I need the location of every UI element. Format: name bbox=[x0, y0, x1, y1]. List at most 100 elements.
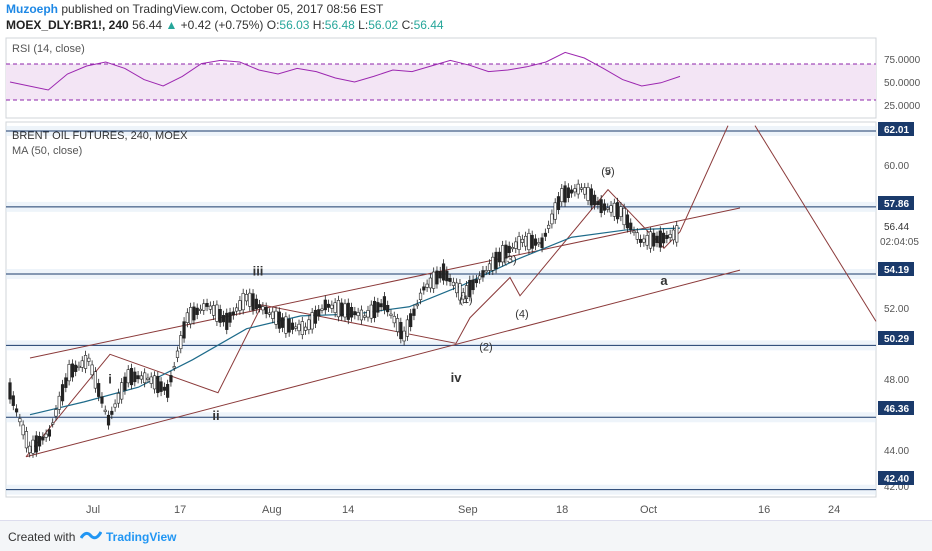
candle-body bbox=[113, 403, 117, 408]
ma-indicator-label: MA (50, close) bbox=[12, 145, 82, 157]
price-candles bbox=[8, 179, 679, 458]
candle-body bbox=[547, 224, 551, 229]
candle-body bbox=[491, 256, 495, 271]
candle-body bbox=[169, 375, 173, 383]
wave-label: (2) bbox=[479, 342, 492, 354]
wave-label: (3) bbox=[503, 254, 516, 266]
candle-body bbox=[353, 311, 357, 316]
candle-body bbox=[435, 270, 439, 285]
candle-body bbox=[162, 386, 166, 391]
candle-body bbox=[363, 315, 367, 318]
rsi-polyline bbox=[9, 51, 681, 91]
candle-body bbox=[24, 431, 29, 449]
candle-body bbox=[356, 312, 360, 317]
candle-body bbox=[110, 410, 114, 415]
candle-body bbox=[149, 376, 153, 384]
candle-body bbox=[481, 270, 485, 278]
candle-body bbox=[612, 202, 616, 217]
candle-body bbox=[399, 322, 403, 340]
candle-body bbox=[478, 275, 482, 280]
price-chart[interactable]: RSI (14, close) 75.0000 50.0000 25.0000 … bbox=[0, 34, 932, 520]
symbol-name[interactable]: MOEX_DLY:BR1!, 240 bbox=[6, 18, 129, 32]
x-tick-18: 18 bbox=[556, 504, 568, 516]
candle-body bbox=[537, 242, 541, 245]
candle-body bbox=[90, 364, 94, 376]
candle-body bbox=[622, 207, 626, 226]
level-box-4636 bbox=[878, 401, 914, 415]
y-tick-42: 42.00 bbox=[884, 482, 909, 493]
candle-body bbox=[74, 364, 78, 372]
candle-body bbox=[11, 395, 15, 406]
candle-body bbox=[106, 414, 111, 426]
candle-body bbox=[238, 300, 242, 311]
candle-body bbox=[241, 293, 245, 311]
candle-body bbox=[501, 245, 505, 263]
wave-label: ii bbox=[212, 408, 219, 423]
candle-body bbox=[202, 303, 206, 311]
chart-header: Muzoeph published on TradingView.com, Oc… bbox=[0, 0, 932, 34]
candle-body bbox=[560, 188, 564, 203]
candle-body bbox=[596, 201, 600, 206]
candle-body bbox=[517, 236, 521, 250]
candle-body bbox=[625, 214, 630, 229]
candle-body bbox=[333, 302, 337, 313]
wave-label: iii bbox=[253, 264, 264, 279]
candle-body bbox=[21, 424, 25, 436]
candle-body bbox=[550, 213, 554, 225]
candle-body bbox=[409, 313, 413, 328]
candle-body bbox=[277, 311, 281, 329]
candle-body bbox=[87, 357, 91, 362]
candle-body bbox=[468, 279, 472, 297]
channel-upper-line bbox=[29, 207, 741, 359]
candle-body bbox=[655, 235, 659, 243]
candle-body bbox=[563, 185, 567, 203]
candle-body bbox=[665, 235, 669, 239]
candle-body bbox=[589, 188, 593, 206]
candle-body bbox=[182, 321, 186, 339]
y-tick-48: 48.00 bbox=[884, 375, 909, 386]
last-price: 56.44 bbox=[132, 18, 163, 32]
time-axis: Jul 17 Aug 14 Sep 18 Oct 16 24 bbox=[86, 504, 840, 516]
candle-body bbox=[34, 435, 38, 453]
tradingview-brand[interactable]: TradingView bbox=[106, 530, 177, 544]
candle-body bbox=[258, 304, 262, 309]
footer-bar: Created with TradingView bbox=[0, 520, 932, 551]
level-label-4636: 46.36 bbox=[884, 404, 909, 415]
tradingview-logo-icon bbox=[80, 531, 102, 540]
low-label: L: bbox=[358, 18, 369, 32]
candle-body bbox=[527, 232, 531, 251]
candle-body bbox=[458, 283, 462, 301]
candle-body bbox=[425, 283, 429, 288]
created-with-label: Created with bbox=[8, 530, 76, 544]
candle-body bbox=[208, 305, 212, 310]
candle-body bbox=[297, 323, 301, 332]
main-title: BRENT OIL FUTURES, 240, MOEX bbox=[12, 130, 188, 142]
candle-body bbox=[366, 310, 370, 318]
wave-label: (5) bbox=[601, 166, 614, 178]
candle-body bbox=[504, 244, 508, 259]
candle-body bbox=[280, 317, 285, 328]
candle-body bbox=[346, 302, 350, 320]
candle-body bbox=[658, 230, 662, 248]
candle-body bbox=[235, 307, 239, 312]
candle-body bbox=[51, 422, 55, 425]
candle-body bbox=[418, 292, 423, 300]
candle-body bbox=[231, 311, 235, 316]
wave-label: (1) bbox=[459, 294, 472, 306]
candle-body bbox=[248, 292, 252, 307]
candle-body bbox=[336, 300, 341, 318]
candle-body bbox=[93, 371, 97, 389]
candle-body bbox=[642, 238, 646, 243]
candle-body bbox=[37, 435, 42, 447]
candle-body bbox=[471, 279, 475, 291]
candle-body bbox=[441, 263, 446, 281]
candle-body bbox=[405, 319, 410, 337]
candle-body bbox=[103, 409, 107, 412]
y-tick-44: 44.00 bbox=[884, 446, 909, 457]
candle-body bbox=[44, 433, 48, 438]
candle-body bbox=[359, 309, 364, 321]
candle-body bbox=[619, 206, 623, 217]
candle-body bbox=[300, 321, 304, 335]
author-name[interactable]: Muzoeph bbox=[6, 2, 58, 16]
